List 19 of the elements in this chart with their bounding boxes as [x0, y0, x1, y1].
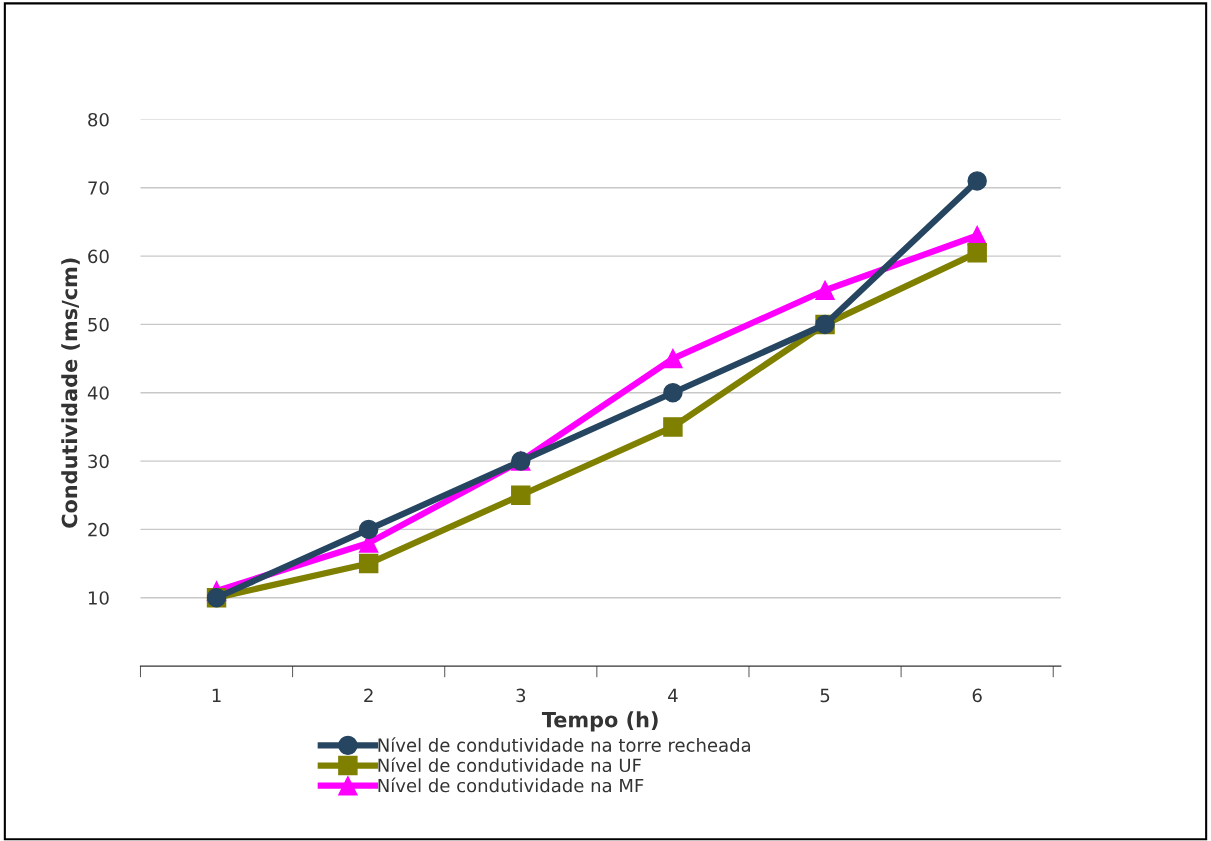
x-tick-label: 3: [516, 688, 526, 703]
x-tick-label: 1: [212, 688, 221, 703]
x-tick-label: 6: [972, 688, 982, 703]
x-tick-label: 2: [364, 688, 373, 703]
y-tick-label: 40: [87, 386, 109, 400]
y-tick-label: 70: [88, 181, 109, 195]
y-tick-label: 30: [88, 454, 109, 469]
x-axis-title: Tempo (h): [541, 711, 658, 732]
x-tick-label: 5: [820, 688, 830, 703]
legend-label: Nível de condutividade na MF: [378, 777, 644, 793]
y-tick-label: 60: [88, 249, 109, 264]
legend-label: Nível de condutividade na UF: [378, 757, 641, 773]
y-tick-label: 80: [88, 112, 109, 127]
x-tick-label: 4: [668, 688, 678, 703]
legend-label: Nível de condutividade na torre recheada: [378, 737, 751, 752]
y-tick-label: 50: [88, 317, 109, 332]
y-axis-title: Condutividade (ms/cm): [61, 258, 80, 528]
y-tick-label: 20: [88, 522, 109, 537]
y-tick-label: 10: [88, 591, 109, 605]
